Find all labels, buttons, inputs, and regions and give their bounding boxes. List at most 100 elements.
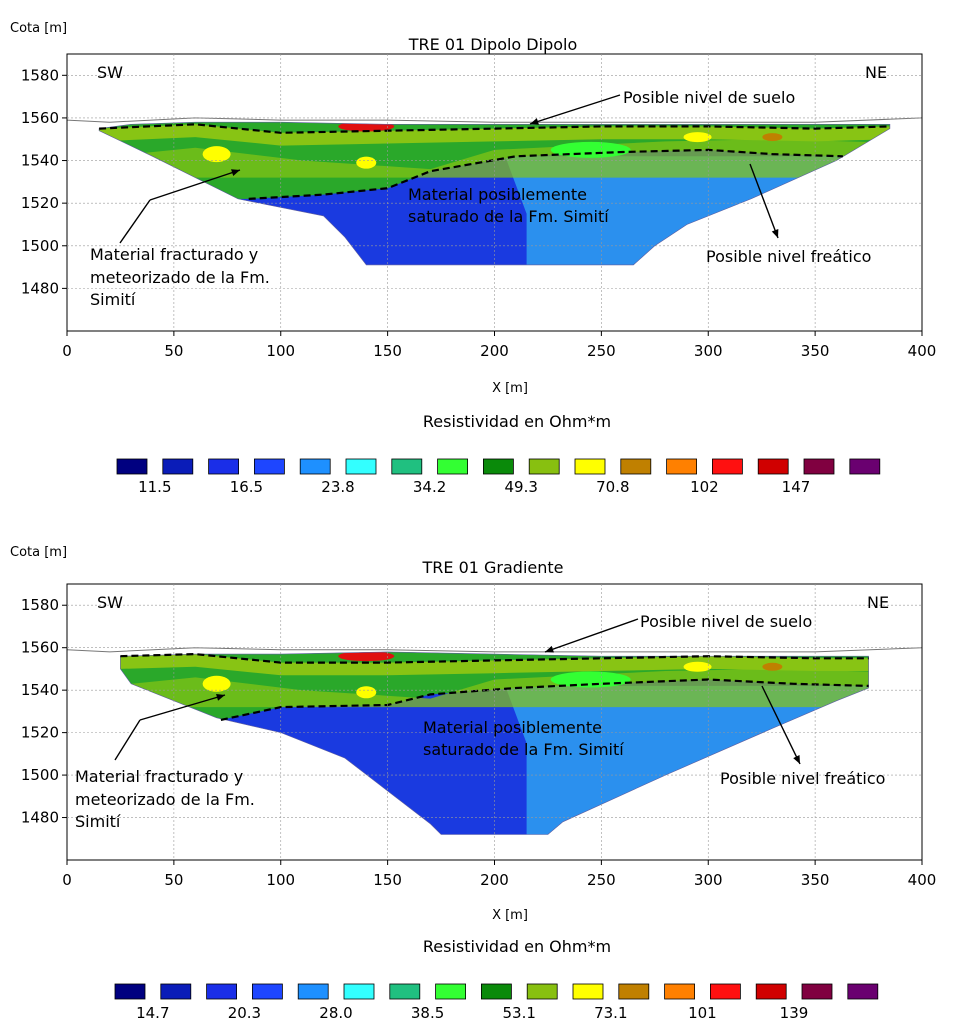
anomaly-mid (550, 671, 631, 688)
arrow-soil-head (530, 118, 539, 125)
annotation-soil-level: Posible nivel de suelo (640, 612, 812, 631)
corner-label-ne: NE (867, 593, 889, 612)
anomaly-high (356, 686, 377, 699)
layer-transition (109, 139, 890, 178)
legend-swatch (114, 983, 146, 1000)
annotation-fractured-2: meteorizado de la Fm. (75, 790, 255, 809)
chart-gradiente: Cota [m] TRE 01 Gradiente 0 50 100 150 200 25… (10, 545, 936, 1022)
legend-swatch (206, 983, 238, 1000)
annotation-fractured-3: Simití (75, 812, 121, 831)
annotation-water-table: Posible nivel freático (720, 769, 885, 788)
annotation-saturated-2: saturado de la Fm. Simití (408, 207, 609, 226)
arrow-soil-head (545, 645, 554, 653)
legend-swatch (755, 983, 787, 1000)
x-tick-label: 200 (480, 871, 509, 889)
legend-swatch (620, 458, 652, 475)
annotation-saturated-2: saturado de la Fm. Simití (423, 740, 624, 759)
color-legend: 14.7 20.3 28.0 38.5 53.1 73.1 101 139 (114, 983, 879, 1022)
y-tick-label: 1500 (21, 237, 59, 255)
legend-label: 20.3 (228, 1004, 261, 1022)
chart-dipolo-dipolo: Cota [m] TRE 01 Dipolo Dipolo 0 50 100 150 2… (10, 21, 936, 496)
legend-swatch (116, 458, 148, 475)
x-tick-label: 400 (908, 871, 937, 889)
arrow-water-head (771, 229, 779, 238)
corner-label-ne: NE (865, 63, 887, 82)
annotation-fractured-2: meteorizado de la Fm. (90, 268, 270, 287)
arrow-water (749, 163, 779, 239)
legend-label: 139 (780, 1004, 809, 1022)
legend-swatch (435, 983, 467, 1000)
legend-swatch (528, 458, 560, 475)
y-tick-label: 1520 (21, 724, 59, 742)
legend-swatch (480, 983, 512, 1000)
legend-label: 34.2 (413, 478, 446, 496)
arrow-water-head (793, 755, 800, 764)
legend-swatch (162, 458, 194, 475)
x-tick-label: 300 (694, 342, 723, 360)
arrow-fractured-head (231, 169, 240, 176)
legend-swatch (253, 458, 285, 475)
arrow-water (761, 685, 801, 765)
layer-saturated (505, 156, 890, 265)
legend-swatch (666, 458, 697, 475)
section-outline (120, 651, 869, 835)
water-table-line (248, 148, 843, 200)
corner-label-sw: SW (97, 63, 123, 82)
legend-swatch (437, 458, 469, 475)
soil-level-line (99, 123, 890, 134)
chart-title: TRE 01 Gradiente (421, 558, 563, 577)
chart-title: TRE 01 Dipolo Dipolo (408, 35, 578, 54)
x-tick-label: 100 (266, 342, 295, 360)
legend-swatch (572, 983, 604, 1000)
legend-swatch (345, 458, 377, 475)
legend-title: Resistividad en Ohm*m (423, 412, 611, 431)
y-tick-label: 1580 (21, 66, 59, 84)
y-axis-label: Cota [m] (10, 21, 67, 36)
x-tick-label: 50 (164, 871, 183, 889)
legend-swatch (160, 983, 192, 1000)
legend-swatch (803, 458, 835, 475)
annotation-saturated-1: Material posiblemente (423, 718, 602, 737)
legend-swatch (801, 983, 833, 1000)
x-tick-label: 50 (164, 342, 183, 360)
legend-label: 73.1 (594, 1004, 627, 1022)
legend-swatch (710, 983, 741, 1000)
x-tick-label: 350 (801, 342, 830, 360)
y-axis-label: Cota [m] (10, 545, 67, 560)
arrow-fractured (149, 169, 241, 201)
x-axis-label: X [m] (492, 381, 528, 396)
y-tick-label: 1540 (21, 681, 59, 699)
legend-label: 53.1 (502, 1004, 535, 1022)
y-tick-label: 1560 (21, 109, 59, 127)
legend-title: Resistividad en Ohm*m (423, 937, 611, 956)
x-tick-label: 250 (587, 342, 616, 360)
annotation-saturated-1: Material posiblemente (408, 185, 587, 204)
legend-swatch (847, 983, 879, 1000)
anomaly-high (202, 675, 231, 692)
y-tick-label: 1540 (21, 152, 59, 170)
anomaly-high (356, 156, 377, 169)
annotation-fractured-1: Material fracturado y (90, 245, 258, 264)
legend-swatch (757, 458, 789, 475)
x-tick-label: 200 (480, 342, 509, 360)
axes: 0 50 100 150 200 250 300 350 400 1480 1500 1520 1540… (21, 53, 937, 360)
annotation-soil-level: Posible nivel de suelo (623, 88, 795, 107)
legend-swatch (208, 458, 240, 475)
legend-label: 101 (688, 1004, 717, 1022)
ground-profile-line (66, 117, 923, 123)
legend-label: 147 (782, 478, 811, 496)
y-tick-label: 1580 (21, 596, 59, 614)
anomaly-mid (550, 141, 631, 158)
x-tick-label: 0 (62, 342, 72, 360)
annotation-fractured-3: Simití (90, 290, 136, 309)
legend-swatch (299, 458, 331, 475)
legend-label: 70.8 (596, 478, 629, 496)
x-tick-label: 300 (694, 871, 723, 889)
legend-label: 11.5 (138, 478, 171, 496)
annotation-water-table: Posible nivel freático (706, 247, 871, 266)
x-tick-label: 400 (908, 342, 937, 360)
y-tick-label: 1480 (21, 279, 59, 297)
x-tick-label: 350 (801, 871, 830, 889)
color-legend: 11.5 16.5 23.8 34.2 49.3 70.8 102 147 (116, 458, 881, 496)
